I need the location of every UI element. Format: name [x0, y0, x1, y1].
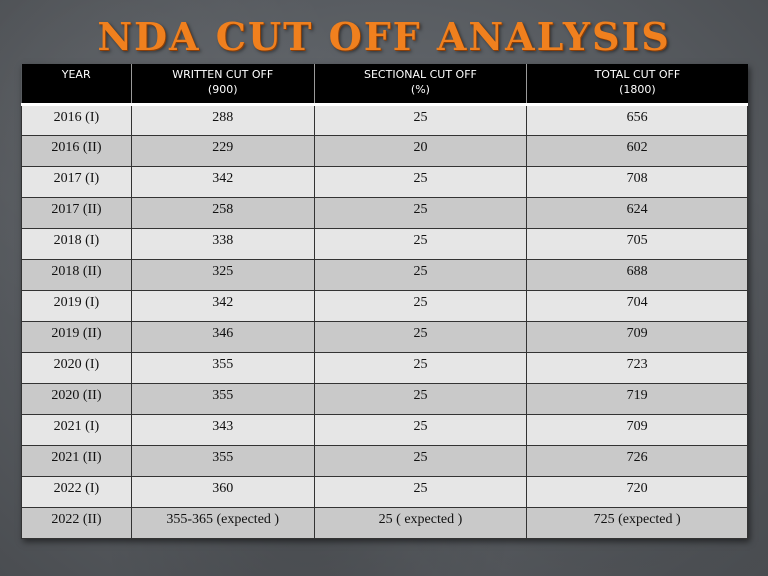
cell-sectional: 25 [313, 166, 528, 198]
cell-written: 325 [130, 259, 315, 291]
cell-written: 346 [130, 321, 315, 353]
cell-sectional: 25 [313, 228, 528, 260]
header-label: TOTAL CUT OFF [594, 68, 681, 81]
cell-total: 719 [526, 383, 748, 415]
table-row: 2021 (II) 355 25 726 [21, 445, 748, 477]
cell-written: 338 [130, 228, 315, 260]
cell-year: 2021 (I) [21, 414, 132, 446]
cell-written: 342 [130, 166, 315, 198]
cell-sectional: 25 [313, 352, 528, 384]
cell-sectional: 20 [313, 135, 528, 167]
cell-sectional: 25 ( expected ) [313, 507, 528, 539]
cell-year: 2020 (II) [21, 383, 132, 415]
cell-written: 355-365 (expected ) [130, 507, 315, 539]
header-sub: (1800) [619, 83, 656, 96]
cell-year: 2019 (II) [21, 321, 132, 353]
cell-written: 355 [130, 383, 315, 415]
page-title: NDA CUT OFF ANALYSIS [97, 14, 671, 59]
table-row: 2017 (II) 258 25 624 [21, 197, 748, 229]
header-label: YEAR [61, 68, 91, 81]
cell-written: 258 [130, 197, 315, 229]
cell-sectional: 25 [313, 476, 528, 508]
cell-sectional: 25 [313, 104, 528, 136]
cell-year: 2021 (II) [21, 445, 132, 477]
cell-written: 355 [130, 352, 315, 384]
cell-total: 704 [526, 290, 748, 322]
cell-written: 342 [130, 290, 315, 322]
cell-year: 2017 (I) [21, 166, 132, 198]
cell-year: 2017 (II) [21, 197, 132, 229]
table-row: 2019 (II) 346 25 709 [21, 321, 748, 353]
cell-sectional: 25 [313, 197, 528, 229]
table-row: 2022 (II) 355-365 (expected ) 25 ( expecte… [21, 507, 748, 539]
cutoff-table: YEAR WRITTEN CUT OFF (900) SECTIONAL CUT … [21, 64, 748, 539]
cell-year: 2022 (II) [21, 507, 132, 539]
cell-total: 602 [526, 135, 748, 167]
cell-year: 2022 (I) [21, 476, 132, 508]
cell-written: 288 [130, 104, 315, 136]
header-total: TOTAL CUT OFF (1800) [526, 64, 748, 106]
cell-total: 723 [526, 352, 748, 384]
cell-sectional: 25 [313, 259, 528, 291]
cell-total: 726 [526, 445, 748, 477]
table-row: 2022 (I) 360 25 720 [21, 476, 748, 508]
table-row: 2018 (II) 325 25 688 [21, 259, 748, 291]
cell-total: 709 [526, 321, 748, 353]
cell-total: 725 (expected ) [526, 507, 748, 539]
cell-year: 2018 (I) [21, 228, 132, 260]
cell-total: 705 [526, 228, 748, 260]
cell-sectional: 25 [313, 445, 528, 477]
header-label: WRITTEN CUT OFF [172, 68, 274, 81]
cell-total: 709 [526, 414, 748, 446]
header-sub: (900) [207, 83, 238, 96]
cell-year: 2020 (I) [21, 352, 132, 384]
header-sub: (%) [410, 83, 430, 96]
cell-total: 708 [526, 166, 748, 198]
table-row: 2020 (II) 355 25 719 [21, 383, 748, 415]
table-row: 2016 (II) 229 20 602 [21, 135, 748, 167]
cell-sectional: 25 [313, 383, 528, 415]
cell-total: 720 [526, 476, 748, 508]
table-row: 2020 (I) 355 25 723 [21, 352, 748, 384]
cell-total: 624 [526, 197, 748, 229]
cell-written: 343 [130, 414, 315, 446]
table-row: 2016 (I) 288 25 656 [21, 104, 748, 136]
cell-sectional: 25 [313, 414, 528, 446]
header-row: YEAR WRITTEN CUT OFF (900) SECTIONAL CUT … [21, 64, 748, 106]
table-row: 2018 (I) 338 25 705 [21, 228, 748, 260]
header-written: WRITTEN CUT OFF (900) [130, 64, 315, 106]
table-row: 2019 (I) 342 25 704 [21, 290, 748, 322]
cell-year: 2018 (II) [21, 259, 132, 291]
header-year: YEAR [21, 64, 132, 106]
cell-written: 360 [130, 476, 315, 508]
cell-sectional: 25 [313, 321, 528, 353]
header-sectional: SECTIONAL CUT OFF (%) [313, 64, 527, 106]
table-row: 2017 (I) 342 25 708 [21, 166, 748, 198]
cell-written: 229 [130, 135, 315, 167]
header-label: SECTIONAL CUT OFF [364, 68, 477, 81]
cell-total: 656 [526, 104, 748, 136]
cell-year: 2019 (I) [21, 290, 132, 322]
cell-total: 688 [526, 259, 748, 291]
cell-year: 2016 (I) [21, 104, 132, 136]
cell-sectional: 25 [313, 290, 528, 322]
cell-written: 355 [130, 445, 315, 477]
cell-year: 2016 (II) [21, 135, 132, 167]
table-row: 2021 (I) 343 25 709 [21, 414, 748, 446]
